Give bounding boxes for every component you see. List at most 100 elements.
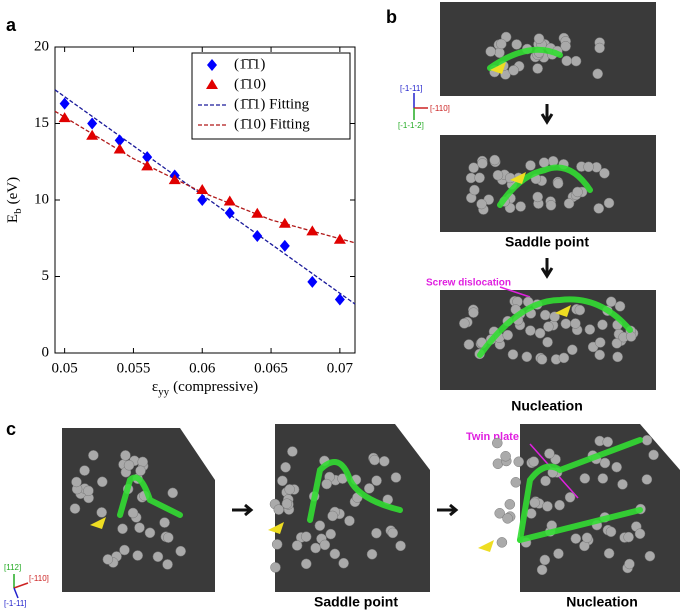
annotation: Screw dislocation — [426, 278, 511, 289]
burgers-vector — [555, 305, 571, 317]
atom — [521, 351, 533, 363]
atom — [599, 167, 610, 179]
dislocation — [487, 46, 563, 71]
dislocation — [517, 507, 643, 543]
atom — [474, 172, 485, 184]
atom — [476, 198, 487, 210]
atom — [363, 483, 375, 494]
point — [114, 134, 125, 147]
point — [251, 207, 264, 218]
plot: 0 5 10 15 20 0.05 0.055 0.06 0.065 0.07 εyy (compre… — [5, 38, 356, 398]
atom — [605, 526, 617, 537]
atom — [494, 508, 505, 519]
x-tick-label: 0.055 — [117, 360, 151, 376]
atom — [564, 492, 576, 503]
dislocation — [517, 437, 643, 543]
burgers-vector — [268, 522, 284, 534]
atom — [542, 336, 553, 348]
atom — [167, 487, 178, 499]
atom — [529, 497, 540, 509]
plot-frame — [54, 46, 356, 354]
dislocation — [477, 296, 633, 358]
dislocation — [307, 459, 403, 523]
atom — [510, 477, 522, 488]
atom — [119, 544, 130, 556]
atom — [175, 545, 186, 557]
atom — [344, 515, 355, 527]
point — [223, 195, 236, 206]
atom — [502, 513, 513, 524]
atom — [554, 499, 565, 511]
atom — [644, 550, 656, 562]
atom — [641, 474, 653, 485]
atom — [543, 321, 554, 332]
burgers-vector — [478, 540, 494, 552]
atom — [319, 539, 331, 551]
point — [224, 207, 235, 220]
atom — [132, 550, 143, 561]
y-tick-label: 5 — [42, 268, 50, 284]
atom — [485, 46, 496, 57]
atom — [79, 465, 90, 476]
point — [113, 143, 126, 154]
panel-label: b — [386, 7, 397, 27]
atom — [545, 200, 557, 211]
atom — [500, 450, 511, 462]
atom — [603, 197, 615, 209]
atom — [532, 63, 543, 74]
atom — [540, 475, 551, 487]
arrow — [232, 503, 254, 517]
legend-swatch — [206, 79, 218, 89]
atom — [459, 318, 470, 329]
arrow — [540, 258, 554, 279]
atom — [581, 532, 593, 543]
point — [87, 117, 98, 130]
point — [142, 151, 153, 164]
label-part: yy — [158, 386, 170, 398]
y-tick-label: 15 — [34, 115, 49, 131]
axis-direction: [-110] — [29, 574, 49, 583]
atom — [127, 507, 139, 519]
atom — [567, 344, 578, 356]
atom — [539, 554, 551, 566]
atom — [594, 42, 605, 54]
atom — [579, 473, 591, 484]
legend-label: (1̄1̄1) Fitting — [234, 96, 310, 112]
atom — [611, 461, 622, 473]
panel-label: a — [6, 15, 17, 35]
atom — [144, 527, 156, 539]
atom — [599, 457, 611, 469]
atom — [532, 191, 543, 203]
atom — [496, 537, 508, 548]
axis-direction: [-1-11] — [4, 599, 27, 608]
label-part: E — [5, 214, 21, 223]
atom — [597, 319, 608, 330]
atom — [300, 531, 312, 542]
atom — [570, 318, 581, 329]
point — [86, 129, 99, 140]
label-part: (eV) — [5, 177, 21, 204]
panel-label: c — [6, 419, 16, 439]
atom — [387, 527, 399, 539]
atom — [329, 548, 341, 560]
axes-icon — [413, 93, 428, 120]
atom — [603, 548, 615, 559]
caption: Saddle point — [505, 234, 589, 250]
burgers-vector — [510, 172, 526, 184]
atom — [602, 436, 613, 448]
decoration — [69, 31, 659, 576]
y-tick-label: 0 — [42, 344, 50, 360]
point — [307, 275, 318, 288]
atom — [560, 318, 572, 329]
atom — [88, 450, 99, 461]
atom — [273, 504, 285, 515]
atom — [513, 456, 525, 468]
atom — [469, 184, 480, 196]
atom — [271, 539, 283, 550]
legend-label: (1̄1̄1) — [234, 56, 265, 72]
atom — [594, 349, 605, 361]
sim-image — [62, 428, 215, 592]
atom — [291, 540, 303, 551]
atom — [159, 517, 170, 528]
